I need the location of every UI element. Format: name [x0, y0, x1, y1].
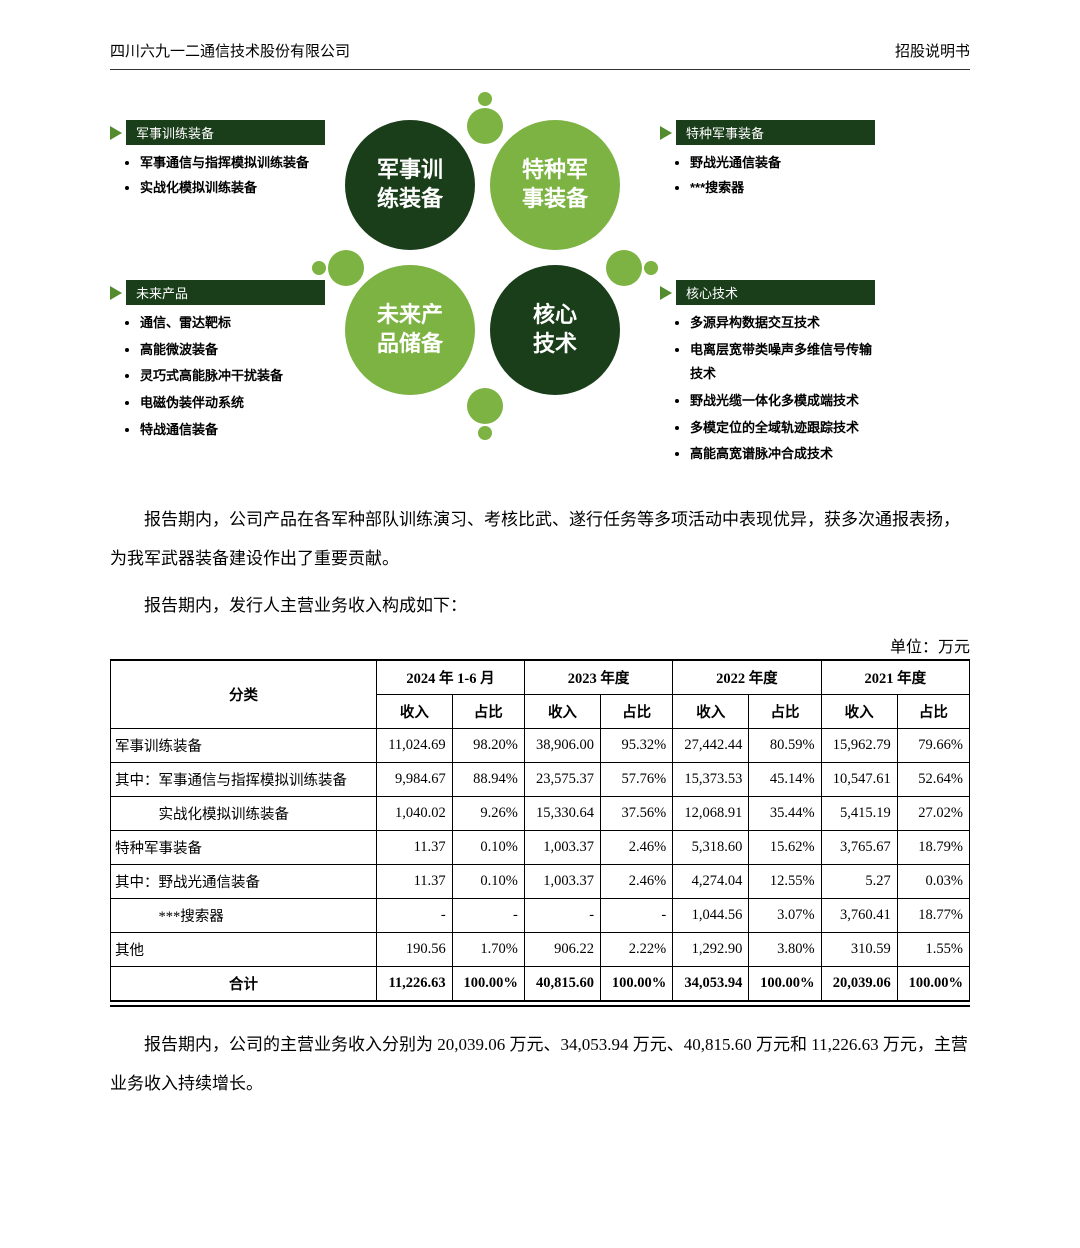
sidebox-list: 野战光通信装备***搜索器 [660, 151, 875, 200]
table-row: 其他190.561.70%906.222.22%1,292.903.80%310… [111, 933, 970, 967]
paragraph-2: 报告期内，发行人主营业务收入构成如下： [110, 586, 970, 625]
sidebox-special: 特种军事装备 野战光通信装备***搜索器 [660, 120, 875, 200]
circle-training: 军事训 练装备 [345, 120, 475, 250]
col-period: 2021 年度 [821, 660, 969, 695]
table-row: ***搜索器----1,044.563.07%3,760.4118.77% [111, 899, 970, 933]
table-row: 特种军事装备11.370.10%1,003.372.46%5,318.6015.… [111, 831, 970, 865]
list-item: 特战通信装备 [140, 418, 325, 443]
table-row: 实战化模拟训练装备1,040.029.26%15,330.6437.56%12,… [111, 797, 970, 831]
sidebox-list: 多源异构数据交互技术电离层宽带类噪声多维信号传输技术野战光缆一体化多模成端技术多… [660, 311, 875, 467]
arrow-icon [110, 126, 122, 140]
doc-type: 招股说明书 [895, 40, 970, 61]
sidebox-list: 军事通信与指挥模拟训练装备实战化模拟训练装备 [110, 151, 325, 200]
table-head: 分类 2024 年 1-6 月 2023 年度 2022 年度 2021 年度 … [111, 660, 970, 729]
list-item: 军事通信与指挥模拟训练装备 [140, 151, 325, 176]
list-item: 野战光缆一体化多模成端技术 [690, 389, 875, 414]
connector-icon [467, 108, 503, 144]
list-item: 电离层宽带类噪声多维信号传输技术 [690, 338, 875, 387]
arrow-icon [110, 286, 122, 300]
col-period: 2023 年度 [524, 660, 672, 695]
sidebox-coretech: 核心技术 多源异构数据交互技术电离层宽带类噪声多维信号传输技术野战光缆一体化多模… [660, 280, 875, 469]
list-item: 高能微波装备 [140, 338, 325, 363]
col-period: 2022 年度 [673, 660, 821, 695]
circle-future: 未来产 品储备 [345, 265, 475, 395]
list-item: ***搜索器 [690, 176, 875, 201]
table-row: 其中：军事通信与指挥模拟训练装备9,984.6788.94%23,575.375… [111, 763, 970, 797]
paragraph-1: 报告期内，公司产品在各军种部队训练演习、考核比武、遂行任务等多项活动中表现优异，… [110, 500, 970, 578]
connector-icon [467, 388, 503, 424]
arrow-icon [660, 286, 672, 300]
table-row: 其中：野战光通信装备11.370.10%1,003.372.46%4,274.0… [111, 865, 970, 899]
circle-coretech: 核心 技术 [490, 265, 620, 395]
arrow-icon [660, 126, 672, 140]
sidebox-training: 军事训练装备 军事通信与指挥模拟训练装备实战化模拟训练装备 [110, 120, 325, 200]
table-unit: 单位：万元 [110, 633, 970, 657]
table-row-total: 合计11,226.63100.00%40,815.60100.00%34,053… [111, 967, 970, 1002]
connector-icon [606, 250, 642, 286]
col-period: 2024 年 1-6 月 [377, 660, 525, 695]
paragraph-3: 报告期内，公司的主营业务收入分别为 20,039.06 万元、34,053.94… [110, 1025, 970, 1103]
sidebox-future: 未来产品 通信、雷达靶标高能微波装备灵巧式高能脉冲干扰装备电磁伪装伴动系统特战通… [110, 280, 325, 444]
list-item: 高能高宽谱脉冲合成技术 [690, 442, 875, 467]
product-diagram: 军事训 练装备 特种军 事装备 未来产 品储备 核心 技术 军事训练装备 军事通… [110, 90, 970, 490]
connector-icon [328, 250, 364, 286]
header-rule [110, 69, 970, 70]
table-body: 军事训练装备11,024.6998.20%38,906.0095.32%27,4… [111, 729, 970, 1002]
list-item: 电磁伪装伴动系统 [140, 391, 325, 416]
page-header: 四川六九一二通信技术股份有限公司 招股说明书 [110, 40, 970, 61]
list-item: 通信、雷达靶标 [140, 311, 325, 336]
table-bottom-rule [110, 1005, 970, 1007]
col-category: 分类 [111, 660, 377, 729]
sidebox-list: 通信、雷达靶标高能微波装备灵巧式高能脉冲干扰装备电磁伪装伴动系统特战通信装备 [110, 311, 325, 442]
list-item: 多模定位的全域轨迹跟踪技术 [690, 416, 875, 441]
list-item: 实战化模拟训练装备 [140, 176, 325, 201]
revenue-table: 分类 2024 年 1-6 月 2023 年度 2022 年度 2021 年度 … [110, 659, 970, 1002]
table-row: 军事训练装备11,024.6998.20%38,906.0095.32%27,4… [111, 729, 970, 763]
company-name: 四川六九一二通信技术股份有限公司 [110, 40, 350, 61]
circle-special: 特种军 事装备 [490, 120, 620, 250]
list-item: 野战光通信装备 [690, 151, 875, 176]
list-item: 多源异构数据交互技术 [690, 311, 875, 336]
list-item: 灵巧式高能脉冲干扰装备 [140, 364, 325, 389]
